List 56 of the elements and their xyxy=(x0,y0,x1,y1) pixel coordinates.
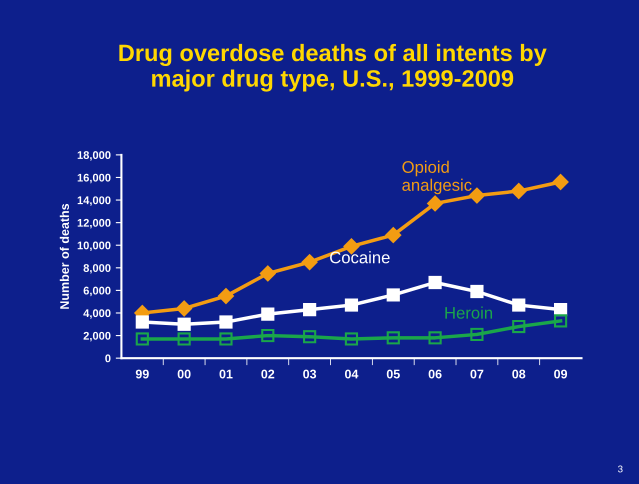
point xyxy=(386,331,400,344)
point xyxy=(428,331,442,344)
x-tick-label: 09 xyxy=(554,370,568,378)
x-tick-label: 05 xyxy=(386,370,400,378)
point xyxy=(178,332,191,346)
y-tick-label: 12,000 xyxy=(78,218,111,228)
y-tick-label: 2,000 xyxy=(84,332,111,342)
point xyxy=(510,183,527,199)
point xyxy=(427,196,444,212)
series-label: Cocaine xyxy=(330,251,390,264)
y-tick-label: 18,000 xyxy=(78,151,111,161)
x-tick-label: 00 xyxy=(178,370,191,378)
point xyxy=(554,314,568,328)
point xyxy=(219,315,233,329)
y-tick-label: 8,000 xyxy=(84,264,111,274)
x-tick-label: 03 xyxy=(303,370,316,378)
point xyxy=(178,318,191,331)
point xyxy=(303,303,316,316)
point xyxy=(344,298,358,312)
y-tick-label: 4,000 xyxy=(83,309,111,319)
text: 3 xyxy=(618,466,623,472)
y-tick-label: 14,000 xyxy=(78,196,111,206)
point xyxy=(261,328,274,342)
point xyxy=(176,300,192,316)
point xyxy=(261,308,274,321)
point xyxy=(386,288,400,302)
y-tick-label: 6,000 xyxy=(84,286,111,296)
point xyxy=(219,332,233,346)
x-tick-label: 01 xyxy=(220,370,233,378)
point xyxy=(136,332,149,346)
x-tick-label: 99 xyxy=(136,370,149,378)
x-tick-label: 02 xyxy=(261,370,274,378)
point xyxy=(470,284,484,298)
x-tick-label: 06 xyxy=(428,370,442,378)
chart-title: Drug overdose deaths of all intents by major drug type, U.S., 1999-2009 xyxy=(119,44,547,92)
point xyxy=(218,288,234,304)
point xyxy=(428,276,442,290)
point xyxy=(470,328,484,342)
point xyxy=(302,254,318,270)
point xyxy=(260,266,276,282)
point xyxy=(512,320,526,334)
y-tick-label: 0 xyxy=(105,354,111,362)
x-tick-label: 08 xyxy=(512,370,526,378)
series-label: Opioid analgesic xyxy=(402,160,472,194)
point xyxy=(552,174,568,190)
point xyxy=(303,330,316,344)
y-axis-title: Number of deaths xyxy=(60,204,69,309)
series-label: Heroin xyxy=(445,306,492,319)
point xyxy=(344,332,358,346)
y-tick-label: 16,000 xyxy=(78,174,111,184)
point xyxy=(512,298,526,312)
x-tick-label: 07 xyxy=(470,370,484,378)
y-tick-label: 10,000 xyxy=(78,241,111,251)
point xyxy=(136,315,149,329)
x-tick-label: 04 xyxy=(344,370,358,378)
point xyxy=(385,227,402,243)
